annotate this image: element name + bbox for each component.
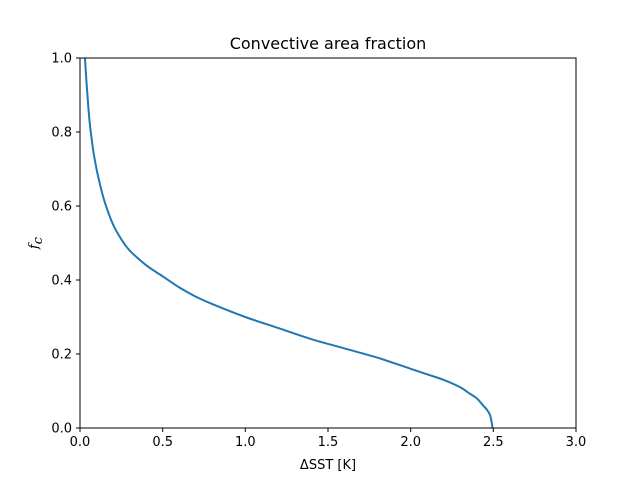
y-axis: 0.0 0.2 0.4 0.6 0.8 1.0 (51, 52, 80, 437)
plot-frame (79, 57, 577, 429)
x-tick-label: 1.0 (235, 435, 256, 450)
y-tick-label: 0.4 (51, 274, 72, 289)
x-axis-label: ΔSST [K] (300, 458, 356, 473)
plot-area (83, 58, 494, 428)
series-line (83, 58, 494, 428)
y-tick-label: 1.0 (51, 52, 72, 67)
y-tick-label: 0.2 (51, 348, 72, 363)
x-tick-label: 2.0 (400, 435, 421, 450)
x-axis: 0.0 0.5 1.0 1.5 2.0 2.5 3.0 (70, 428, 587, 450)
chart-title: Convective area fraction (230, 34, 427, 53)
y-tick-label: 0.0 (51, 422, 72, 437)
y-axis-label-subscript: c (31, 236, 46, 244)
y-axis-label-main: f (27, 242, 42, 250)
y-tick-label: 0.6 (51, 200, 72, 215)
y-tick-label: 0.8 (51, 126, 72, 141)
x-tick-label: 3.0 (566, 435, 587, 450)
x-tick-label: 2.5 (483, 435, 504, 450)
x-tick-label: 0.5 (152, 435, 173, 450)
x-tick-label: 0.0 (70, 435, 91, 450)
x-tick-label: 1.5 (318, 435, 339, 450)
y-axis-label: fc (27, 236, 46, 250)
